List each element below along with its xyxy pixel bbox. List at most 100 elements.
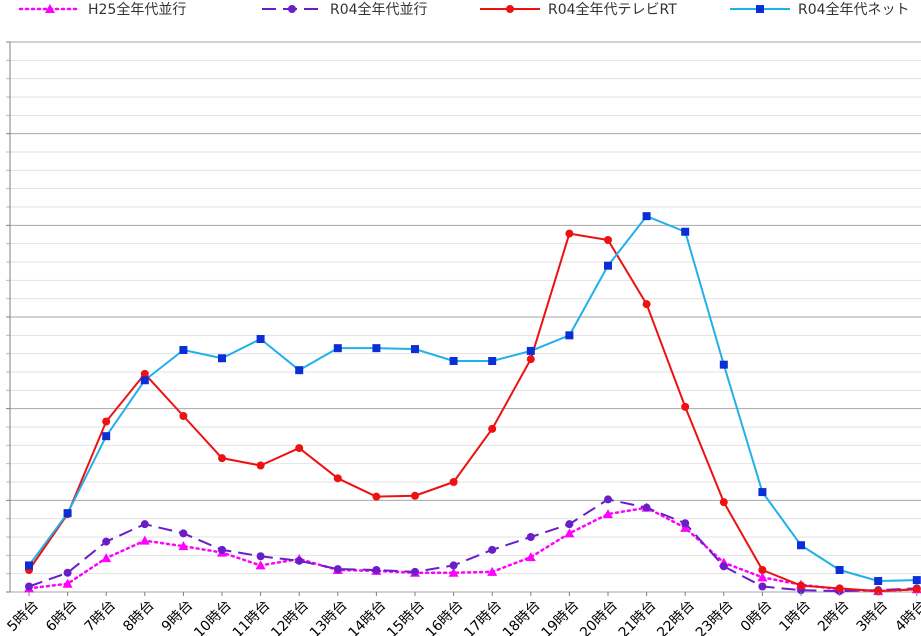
- data-point: [256, 552, 265, 561]
- data-point: [835, 566, 844, 574]
- data-point: [102, 417, 111, 426]
- series-line: [28, 498, 917, 593]
- data-point: [102, 537, 111, 546]
- data-point: [449, 357, 458, 365]
- x-tick-label: 6時台: [43, 598, 80, 635]
- data-point: [603, 509, 613, 519]
- legend-marker: [756, 5, 764, 13]
- data-point: [758, 566, 767, 574]
- data-point: [681, 402, 690, 411]
- data-point: [449, 478, 458, 486]
- legend-item: R04全年代並行: [262, 1, 428, 18]
- data-point: [874, 577, 883, 585]
- x-tick-label: 5時台: [4, 598, 41, 635]
- data-point: [411, 567, 419, 576]
- x-tick-label: 8時台: [120, 598, 157, 635]
- series-line: [28, 215, 917, 582]
- x-tick-label: 0時台: [738, 598, 775, 635]
- x-tick-label: 21時台: [616, 598, 660, 636]
- x-tick-label: 22時台: [654, 598, 698, 636]
- data-point: [411, 345, 419, 354]
- data-point: [565, 331, 574, 340]
- data-point: [758, 582, 767, 591]
- x-tick-label: 14時台: [346, 598, 390, 636]
- data-point: [333, 565, 342, 574]
- x-tick-label: 13時台: [307, 598, 351, 636]
- data-point: [102, 432, 111, 441]
- legend-item: R04全年代ネット: [730, 1, 910, 18]
- x-tick-label: 7時台: [82, 598, 119, 635]
- x-tick-label: 3時台: [854, 598, 891, 635]
- data-point: [101, 553, 112, 563]
- data-point: [372, 566, 381, 574]
- data-point: [218, 354, 226, 363]
- data-point: [642, 300, 651, 309]
- x-axis-ticks: 5時台 6時台 7時台 8時台 9時台10時台11時台12時台13時台14時台15時台1…: [4, 592, 921, 636]
- data-point: [62, 578, 73, 588]
- data-point: [179, 346, 188, 354]
- x-tick-label: 4時台: [892, 598, 921, 635]
- data-point: [758, 488, 767, 497]
- data-point: [719, 360, 728, 369]
- legend-marker: [506, 5, 514, 13]
- data-point: [526, 533, 535, 541]
- data-point: [449, 561, 458, 570]
- data-point: [295, 366, 304, 375]
- legend-label: H25全年代並行: [88, 1, 186, 18]
- x-tick-label: 11時台: [230, 598, 274, 636]
- plot-area: [24, 212, 921, 596]
- data-point: [680, 522, 691, 532]
- legend-marker: [45, 4, 55, 13]
- data-point: [25, 582, 33, 591]
- data-point: [526, 355, 535, 364]
- data-point: [179, 529, 188, 538]
- data-point: [218, 454, 226, 463]
- data-point: [487, 566, 498, 576]
- data-point: [295, 444, 304, 453]
- data-point: [565, 229, 574, 238]
- x-tick-label: 10時台: [191, 598, 235, 636]
- data-point: [140, 376, 149, 385]
- data-point: [642, 212, 651, 221]
- data-point: [757, 572, 768, 582]
- data-point: [140, 369, 149, 378]
- series-0: [24, 502, 921, 596]
- x-tick-label: 19時台: [539, 598, 583, 636]
- x-tick-label: 16時台: [423, 598, 467, 636]
- data-point: [797, 541, 805, 550]
- data-point: [488, 545, 497, 554]
- data-point: [372, 344, 381, 353]
- legend-label: R04全年代テレビRT: [548, 1, 677, 18]
- data-point: [448, 567, 459, 577]
- data-point: [719, 562, 728, 571]
- data-point: [295, 556, 304, 565]
- x-tick-label: 23時台: [693, 598, 737, 636]
- data-point: [642, 503, 651, 512]
- data-point: [63, 568, 72, 577]
- data-point: [835, 584, 844, 593]
- data-point: [681, 519, 690, 528]
- data-point: [912, 576, 921, 585]
- x-tick-label: 1時台: [776, 598, 813, 635]
- legend-label: R04全年代ネット: [798, 1, 910, 18]
- x-tick-label: 12時台: [268, 598, 312, 636]
- data-point: [525, 552, 536, 562]
- data-point: [218, 545, 226, 554]
- data-point: [256, 461, 265, 470]
- data-point: [565, 520, 574, 529]
- legend-item: R04全年代テレビRT: [480, 1, 677, 18]
- x-tick-label: 15時台: [384, 598, 428, 636]
- data-point: [139, 535, 150, 545]
- data-point: [681, 227, 690, 236]
- legend-item: H25全年代並行: [18, 1, 186, 18]
- x-tick-label: 18時台: [500, 598, 544, 636]
- data-point: [604, 236, 612, 244]
- series-line: [27, 506, 919, 593]
- data-point: [874, 587, 883, 596]
- data-point: [411, 491, 419, 500]
- data-point: [797, 581, 805, 590]
- data-point: [604, 261, 612, 270]
- data-point: [564, 528, 575, 538]
- gridlines: [6, 41, 921, 593]
